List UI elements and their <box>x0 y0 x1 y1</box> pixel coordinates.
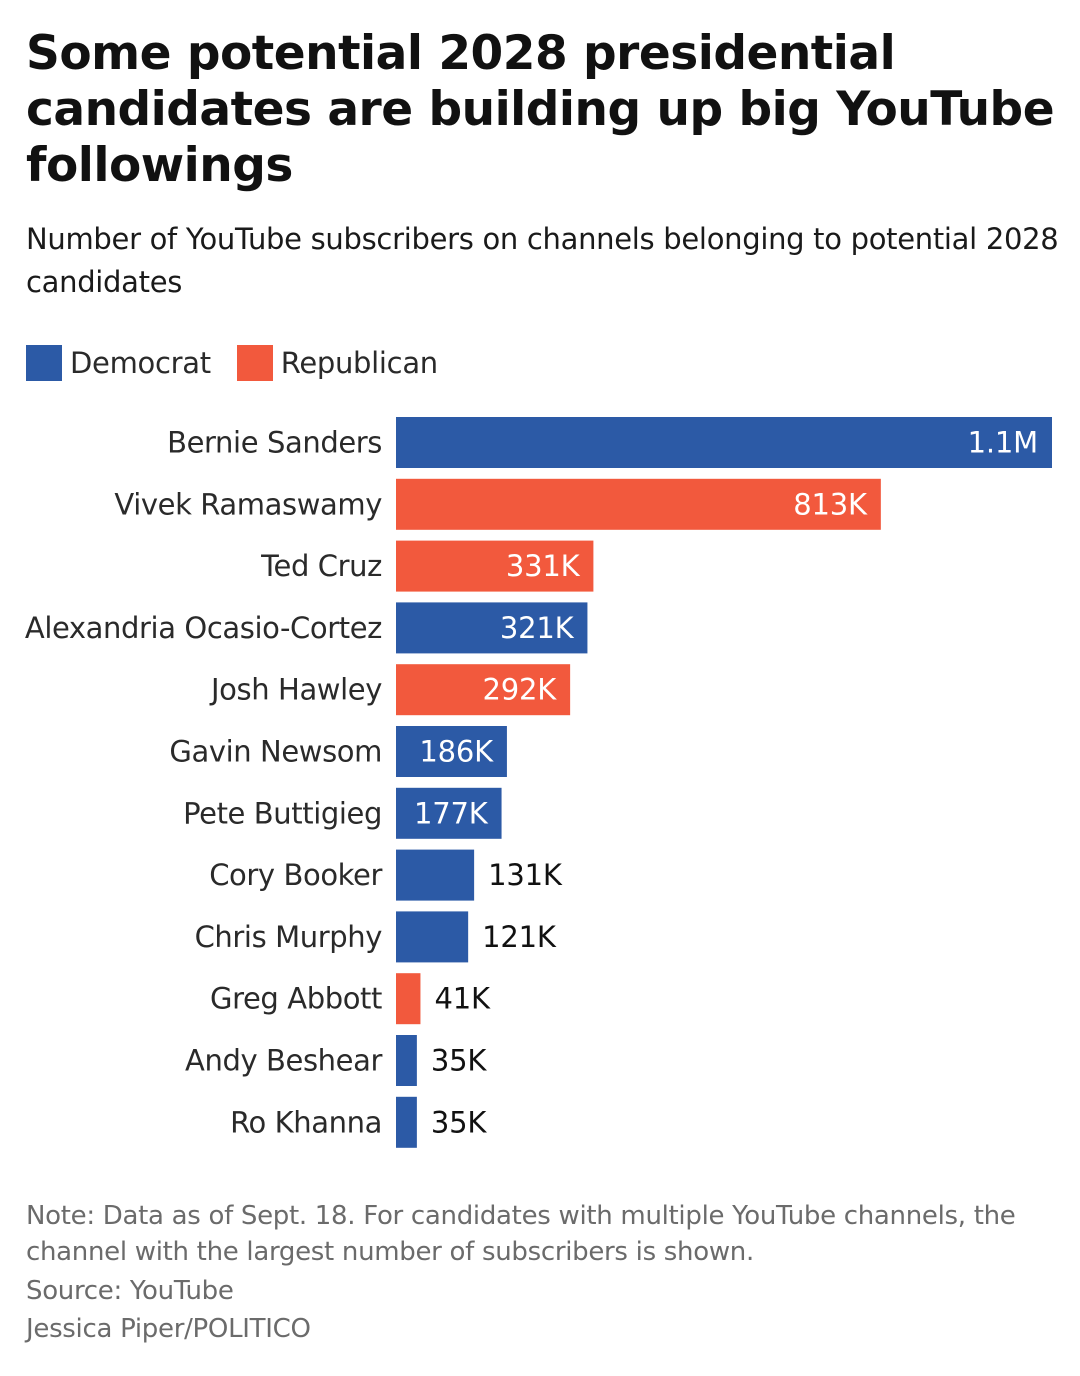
value-label-josh-hawley: 292K <box>483 673 558 707</box>
bar-cory-booker <box>396 849 475 901</box>
value-label-chris-murphy: 121K <box>482 920 557 954</box>
value-label-ted-cruz: 331K <box>506 549 581 583</box>
legend-label-democrat: Democrat <box>70 346 211 380</box>
legend-item-republican: Republican <box>236 345 438 381</box>
legend-item-democrat: Democrat <box>26 345 211 381</box>
bar-vivek-ramaswamy <box>396 478 881 530</box>
category-label-ro-khanna: Ro Khanna <box>230 1105 382 1139</box>
category-label-cory-booker: Cory Booker <box>209 858 382 892</box>
category-label-josh-hawley: Josh Hawley <box>209 673 382 707</box>
category-label-pete-buttigieg: Pete Buttigieg <box>183 796 382 830</box>
category-label-andy-beshear: Andy Beshear <box>185 1044 382 1078</box>
value-label-ro-khanna: 35K <box>431 1105 488 1139</box>
bar-greg-abbott <box>396 973 421 1025</box>
footer: Note: Data as of Sept. 18. For candidate… <box>26 1198 1066 1348</box>
value-label-vivek-ramaswamy: 813K <box>793 487 868 521</box>
value-label-bernie-sanders: 1.1M <box>968 426 1038 460</box>
footer-source: Source: YouTube <box>26 1276 234 1306</box>
bar-bernie-sanders <box>396 417 1052 468</box>
category-label-chris-murphy: Chris Murphy <box>195 920 383 954</box>
value-label-cory-booker: 131K <box>488 858 563 892</box>
chart-subtitle: Number of YouTube subscribers on channel… <box>26 222 1059 299</box>
chart-title: Some potential 2028 presidential candida… <box>26 26 1055 193</box>
value-label-greg-abbott: 41K <box>434 982 491 1016</box>
value-label-andy-beshear: 35K <box>431 1044 488 1078</box>
bar-alexandria-ocasio-cortez <box>396 602 588 654</box>
bar-chris-murphy <box>396 911 469 963</box>
category-label-ted-cruz: Ted Cruz <box>260 549 382 583</box>
bar-ro-khanna <box>396 1096 417 1148</box>
footer-credit: Jessica Piper/POLITICO <box>26 1314 311 1344</box>
bar-gavin-newsom <box>396 726 507 777</box>
value-label-pete-buttigieg: 177K <box>414 796 489 830</box>
bar-andy-beshear <box>396 1035 417 1086</box>
bar-pete-buttigieg <box>396 787 502 839</box>
legend: Democrat Republican <box>26 343 464 383</box>
category-label-alexandria-ocasio-cortez: Alexandria Ocasio-Cortez <box>25 611 382 645</box>
category-label-greg-abbott: Greg Abbott <box>210 982 382 1016</box>
value-label-alexandria-ocasio-cortez: 321K <box>500 611 575 645</box>
value-label-gavin-newsom: 186K <box>419 735 494 769</box>
legend-swatch-republican <box>236 345 273 381</box>
category-label-bernie-sanders: Bernie Sanders <box>167 426 382 460</box>
bar-josh-hawley <box>396 664 571 716</box>
category-label-vivek-ramaswamy: Vivek Ramaswamy <box>114 487 382 521</box>
legend-label-republican: Republican <box>280 346 438 380</box>
category-label-gavin-newsom: Gavin Newsom <box>169 735 382 769</box>
footer-note: Note: Data as of Sept. 18. For candidate… <box>26 1201 1016 1267</box>
bar-ted-cruz <box>396 540 594 592</box>
legend-swatch-democrat <box>26 345 62 381</box>
bar-chart: Bernie Sanders 1.1M Vivek Ramaswamy 813K Ted… <box>25 417 1052 1148</box>
